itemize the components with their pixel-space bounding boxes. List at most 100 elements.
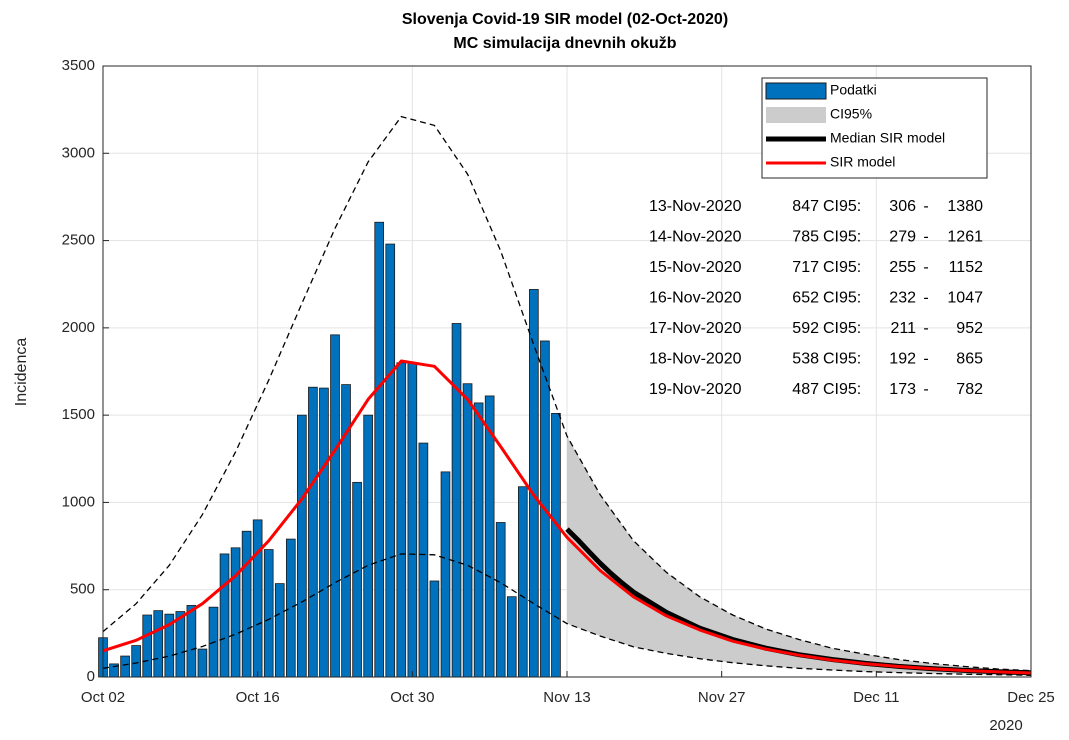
- y-tick-label: 3000: [62, 144, 95, 161]
- bar: [385, 243, 396, 678]
- y-tick-label: 1000: [62, 493, 95, 510]
- bar: [506, 596, 517, 678]
- forecast-separator: -: [923, 198, 928, 215]
- forecast-separator: -: [923, 351, 928, 368]
- bar: [319, 387, 329, 678]
- forecast-separator: -: [923, 229, 928, 246]
- bar: [396, 362, 407, 678]
- forecast-low: 173: [889, 381, 916, 398]
- forecast-ci-label: CI95:: [823, 290, 861, 307]
- forecast-date: 15-Nov-2020: [649, 259, 742, 276]
- bar: [230, 547, 241, 678]
- y-tick-label: 1500: [62, 406, 95, 423]
- forecast-ci-label: CI95:: [823, 320, 861, 337]
- ci-band: [567, 436, 1031, 676]
- forecast-median: 652: [792, 290, 819, 307]
- x-tick-label: Oct 02: [81, 689, 125, 706]
- forecast-high: 1261: [947, 229, 983, 246]
- bar: [330, 334, 340, 678]
- bar: [374, 221, 385, 678]
- bar: [517, 486, 528, 678]
- legend-label: SIR model: [830, 154, 895, 170]
- chart-subtitle: MC simulacija dnevnih okužb: [453, 35, 676, 52]
- bar: [418, 442, 429, 678]
- x-tick-label: Nov 27: [698, 689, 746, 706]
- forecast-low: 255: [889, 259, 916, 276]
- forecast-low: 192: [889, 351, 916, 368]
- bar: [529, 289, 539, 678]
- bar: [131, 645, 141, 678]
- chart-title: Slovenja Covid-19 SIR model (02-Oct-2020…: [402, 11, 728, 28]
- forecast-high: 1152: [949, 259, 984, 276]
- forecast-median: 487: [792, 381, 819, 398]
- bar: [241, 530, 252, 678]
- forecast-low: 232: [889, 290, 916, 307]
- forecast-separator: -: [923, 259, 928, 276]
- y-tick-label: 2000: [62, 319, 95, 336]
- forecast-ci-label: CI95:: [823, 259, 861, 276]
- bar: [120, 655, 130, 678]
- bar: [297, 414, 307, 678]
- bar: [484, 395, 495, 678]
- y-axis-label: Incidenca: [13, 338, 30, 407]
- x-tick-label: Nov 13: [543, 689, 591, 706]
- x-tick-label: Oct 30: [390, 689, 434, 706]
- legend-label: CI95%: [830, 106, 872, 122]
- y-tick-label: 2500: [62, 232, 95, 249]
- forecast-date: 19-Nov-2020: [649, 381, 742, 398]
- forecast-date: 14-Nov-2020: [649, 229, 742, 246]
- forecast-date: 13-Nov-2020: [649, 198, 742, 215]
- bar: [142, 614, 153, 678]
- x-tick-label: Dec 11: [853, 689, 899, 706]
- bar: [153, 610, 164, 678]
- bar: [219, 553, 230, 678]
- legend-label: Podatki: [830, 82, 877, 98]
- bar: [462, 383, 473, 678]
- bar: [473, 402, 484, 678]
- forecast-date: 17-Nov-2020: [649, 320, 742, 337]
- forecast-median: 785: [792, 229, 819, 246]
- forecast-ci-label: CI95:: [823, 198, 861, 215]
- plot-frame: [102, 65, 1032, 678]
- forecast-high: 1047: [947, 290, 983, 307]
- forecast-low: 211: [890, 320, 916, 337]
- bar: [308, 386, 318, 678]
- legend-swatch: [765, 82, 827, 100]
- legend-label: Median SIR model: [830, 130, 945, 146]
- forecast-low: 279: [889, 229, 916, 246]
- bar: [407, 362, 418, 678]
- y-tick-label: 3500: [62, 57, 95, 74]
- forecast-low: 306: [889, 198, 916, 215]
- forecast-median: 592: [792, 320, 819, 337]
- bar: [352, 481, 362, 678]
- forecast-separator: -: [923, 320, 928, 337]
- bar: [263, 549, 274, 678]
- bar: [285, 538, 296, 678]
- forecast-ci-label: CI95:: [823, 381, 861, 398]
- forecast-ci-label: CI95:: [823, 351, 861, 368]
- legend-swatch: [766, 107, 826, 123]
- forecast-ci-label: CI95:: [823, 229, 861, 246]
- line: [102, 359, 1032, 675]
- forecast-date: 16-Nov-2020: [649, 290, 742, 307]
- forecast-median: 538: [792, 351, 819, 368]
- x-year-label: 2020: [989, 717, 1022, 734]
- x-tick-label: Oct 16: [236, 689, 280, 706]
- bar: [451, 323, 462, 678]
- forecast-date: 18-Nov-2020: [649, 351, 742, 368]
- forecast-median: 847: [792, 198, 819, 215]
- forecast-separator: -: [923, 290, 928, 307]
- bar: [551, 412, 561, 678]
- bar: [274, 583, 285, 678]
- bar: [429, 580, 440, 678]
- bar: [197, 648, 208, 678]
- forecast-high: 782: [956, 381, 983, 398]
- y-tick-label: 0: [87, 668, 95, 685]
- y-tick-label: 500: [70, 581, 95, 598]
- bar: [186, 605, 197, 678]
- forecast-median: 717: [792, 259, 819, 276]
- forecast-high: 952: [956, 320, 983, 337]
- bar: [252, 519, 263, 678]
- bar: [440, 471, 451, 678]
